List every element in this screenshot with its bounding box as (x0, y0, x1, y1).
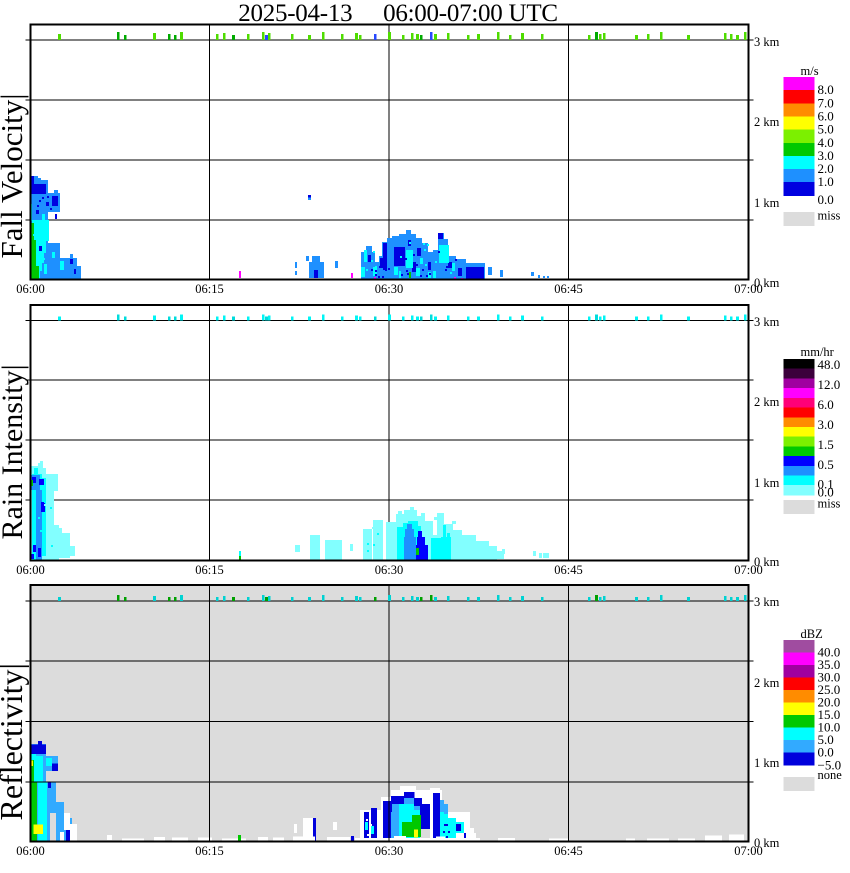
svg-text:3.0: 3.0 (818, 417, 834, 432)
svg-text:m/s: m/s (801, 64, 819, 78)
svg-text:0.0: 0.0 (818, 485, 834, 500)
svg-text:5.0: 5.0 (818, 732, 834, 747)
svg-text:06:30: 06:30 (375, 282, 403, 296)
svg-text:12.0: 12.0 (818, 377, 841, 392)
svg-text:none: none (818, 768, 843, 782)
svg-text:−5.0: −5.0 (818, 758, 842, 773)
svg-text:3 km: 3 km (754, 35, 780, 49)
svg-text:2 km: 2 km (754, 676, 780, 690)
svg-text:06:45: 06:45 (554, 563, 582, 577)
svg-text:4.0: 4.0 (818, 135, 834, 150)
svg-text:0.5: 0.5 (818, 457, 834, 472)
svg-text:2025-04-13 06:00-07:00 UTC: 2025-04-13 06:00-07:00 UTC (238, 0, 558, 27)
svg-text:mm/hr: mm/hr (801, 345, 835, 359)
svg-text:06:00: 06:00 (16, 844, 44, 858)
svg-text:7.0: 7.0 (818, 95, 834, 110)
svg-text:48.0: 48.0 (818, 357, 841, 372)
svg-text:1 km: 1 km (754, 196, 780, 210)
svg-text:06:30: 06:30 (375, 563, 403, 577)
svg-text:8.0: 8.0 (818, 82, 834, 97)
svg-text:6.0: 6.0 (818, 109, 834, 124)
svg-text:miss: miss (818, 209, 841, 223)
svg-text:Rain Intensity|: Rain Intensity| (0, 364, 29, 539)
svg-text:06:00: 06:00 (16, 563, 44, 577)
svg-text:5.0: 5.0 (818, 122, 834, 137)
svg-text:30.0: 30.0 (818, 670, 841, 685)
svg-text:0.0: 0.0 (818, 192, 834, 207)
svg-text:Reflectivity|: Reflectivity| (0, 663, 29, 820)
svg-text:07:00: 07:00 (734, 844, 762, 858)
svg-text:Fall Velocity|: Fall Velocity| (0, 94, 29, 259)
svg-text:dBZ: dBZ (801, 627, 823, 641)
svg-text:25.0: 25.0 (818, 682, 841, 697)
svg-text:15.0: 15.0 (818, 707, 841, 722)
svg-text:3 km: 3 km (754, 315, 780, 329)
svg-text:0.0: 0.0 (818, 745, 834, 760)
svg-text:2.0: 2.0 (818, 161, 834, 176)
svg-text:20.0: 20.0 (818, 695, 841, 710)
svg-text:07:00: 07:00 (734, 282, 762, 296)
svg-text:06:30: 06:30 (375, 844, 403, 858)
svg-text:1.5: 1.5 (818, 437, 834, 452)
svg-text:0 km: 0 km (754, 276, 780, 290)
svg-text:06:15: 06:15 (195, 844, 223, 858)
svg-text:2 km: 2 km (754, 115, 780, 129)
svg-text:07:00: 07:00 (734, 563, 762, 577)
svg-text:0.1: 0.1 (818, 477, 834, 492)
svg-text:0 km: 0 km (754, 555, 780, 569)
svg-text:06:45: 06:45 (554, 844, 582, 858)
svg-text:3 km: 3 km (754, 595, 780, 609)
svg-text:1.0: 1.0 (818, 174, 834, 189)
svg-text:1 km: 1 km (754, 476, 780, 490)
svg-text:40.0: 40.0 (818, 645, 841, 660)
svg-text:miss: miss (818, 497, 841, 511)
svg-text:35.0: 35.0 (818, 657, 841, 672)
svg-text:06:15: 06:15 (195, 282, 223, 296)
svg-text:10.0: 10.0 (818, 720, 841, 735)
svg-text:06:45: 06:45 (554, 282, 582, 296)
svg-text:06:15: 06:15 (195, 563, 223, 577)
svg-text:2 km: 2 km (754, 395, 780, 409)
svg-text:1 km: 1 km (754, 756, 780, 770)
svg-text:0 km: 0 km (754, 836, 780, 850)
svg-text:06:00: 06:00 (16, 282, 44, 296)
svg-text:6.0: 6.0 (818, 397, 834, 412)
svg-text:3.0: 3.0 (818, 148, 834, 163)
